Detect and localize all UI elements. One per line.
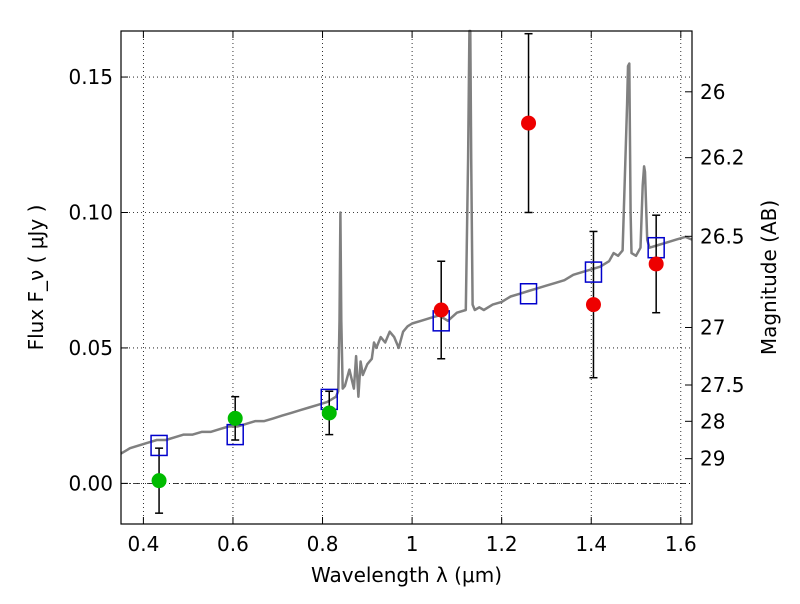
y-tick-label: 0.05 xyxy=(68,336,113,360)
x-tick-label: 0.8 xyxy=(307,532,339,556)
x-tick-label: 1.2 xyxy=(486,532,518,556)
model-box-marker xyxy=(584,261,603,283)
plot-frame xyxy=(120,30,693,525)
y-axis-label: Flux F_ν ( μJy ) xyxy=(24,205,48,351)
y-axis-ticks: 0.00 0.05 0.10 0.15 xyxy=(68,65,128,495)
flux-point xyxy=(433,302,449,318)
y2-tick-label: 27 xyxy=(700,315,725,339)
y2-tick-label: 28 xyxy=(700,409,725,433)
flux-point xyxy=(648,256,664,272)
y-tick-label: 0.00 xyxy=(68,471,113,495)
x-tick-label: 0.4 xyxy=(127,532,159,556)
x-tick-label: 1 xyxy=(406,532,419,556)
flux-point xyxy=(585,297,601,313)
flux-point xyxy=(227,410,243,426)
x-axis-ticks: 0.4 0.6 0.8 1 1.2 1.4 1.6 xyxy=(127,31,697,556)
observed-flux-points xyxy=(151,115,664,489)
y2-tick-label: 26.2 xyxy=(700,146,745,170)
model-box-marker xyxy=(519,283,538,305)
x-tick-label: 0.6 xyxy=(217,532,249,556)
y-tick-label: 0.15 xyxy=(68,65,113,89)
grid-lines xyxy=(121,31,692,524)
error-bars xyxy=(155,32,661,514)
y2-tick-label: 27.5 xyxy=(700,373,745,397)
flux-point xyxy=(321,405,337,421)
y2-tick-label: 29 xyxy=(700,447,725,471)
y2-tick-label: 26.5 xyxy=(700,224,745,248)
x-tick-label: 1.6 xyxy=(665,532,697,556)
y2-axis-label: Magnitude (AB) xyxy=(757,200,781,355)
y-tick-label: 0.10 xyxy=(68,200,113,224)
spectrum-line xyxy=(120,29,693,455)
x-axis-label: Wavelength λ (μm) xyxy=(311,563,502,587)
template-spectrum xyxy=(120,29,693,455)
model-box-marker xyxy=(150,434,168,457)
y2-axis-ticks: 26 26.2 26.5 27 27.5 28 29 xyxy=(685,80,745,471)
flux-point xyxy=(521,115,537,131)
flux-point xyxy=(151,473,167,489)
x-tick-label: 1.4 xyxy=(575,532,607,556)
y2-tick-label: 26 xyxy=(700,80,725,104)
